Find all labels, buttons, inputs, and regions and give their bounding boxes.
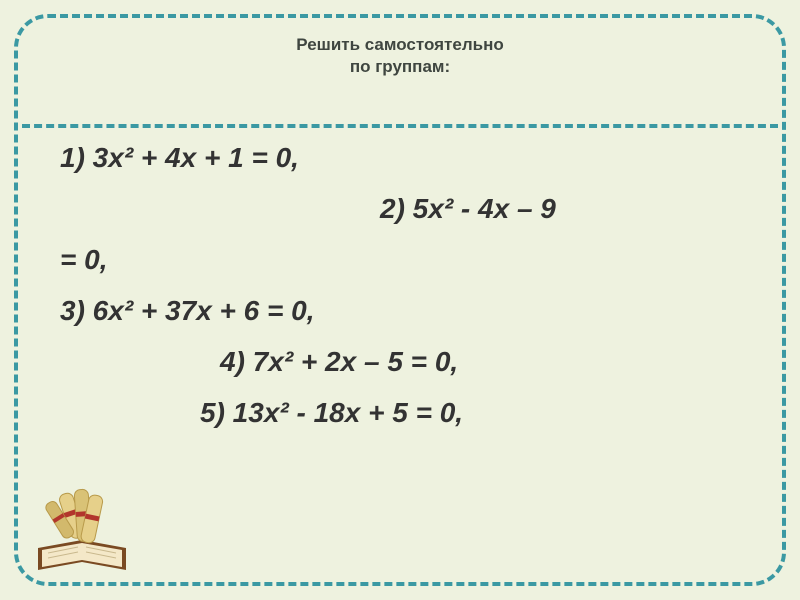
slide-heading: Решить самостоятельно по группам: — [0, 34, 800, 78]
equation-2-part-a: 2) 5х² - 4х – 9 — [60, 191, 750, 226]
equation-4: 4) 7х² + 2х – 5 = 0, — [60, 344, 750, 379]
divider-line — [22, 124, 778, 128]
equation-1: 1) 3х² + 4х + 1 = 0, — [60, 140, 750, 175]
slide: Решить самостоятельно по группам: 1) 3х²… — [0, 0, 800, 600]
equation-5: 5) 13х² - 18х + 5 = 0, — [60, 395, 750, 430]
equations-block: 1) 3х² + 4х + 1 = 0, 2) 5х² - 4х – 9 = 0… — [60, 140, 750, 446]
equation-2-part-b: = 0, — [60, 242, 750, 277]
equation-3: 3) 6х² + 37х + 6 = 0, — [60, 293, 750, 328]
book-scrolls-icon — [28, 484, 138, 574]
